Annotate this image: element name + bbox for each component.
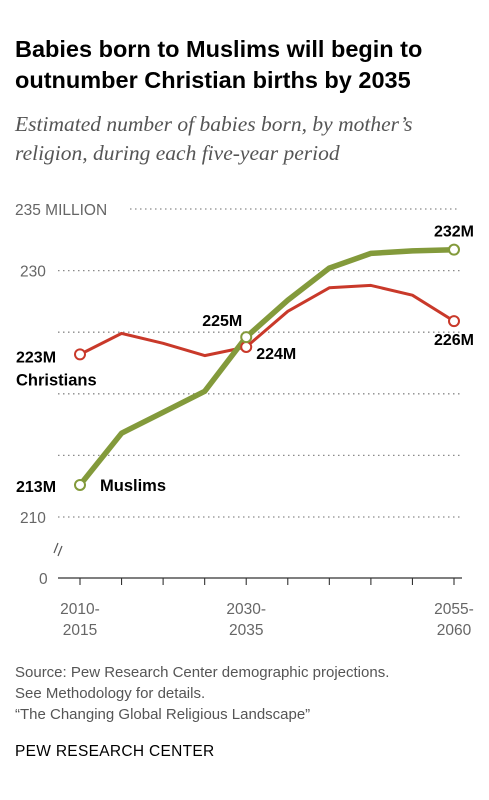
y-tick-label-235: 235 MILLION [15,202,107,219]
x-tick-label-0-1: 2015 [63,622,97,639]
x-tick-label-9-1: 2060 [437,622,472,639]
series-markers [74,243,460,491]
marker-christians-9 [448,315,460,328]
marker-muslims-9 [448,243,460,256]
axis-break-mark [53,542,63,557]
x-tick-label-0-0: 2010- [60,601,100,618]
series-name-label-muslims: Muslims [100,477,166,495]
marker-christians-4 [240,340,253,353]
marker-christians-0 [74,348,86,361]
y-tick-label-zero: 0 [39,571,48,588]
x-tick-label-4-0: 2030- [226,601,266,618]
x-tick-label-4-1: 2035 [229,622,263,639]
gridlines [58,208,462,518]
data-label-muslims-4: 225M [202,313,242,330]
brand-logo-text: PEW RESEARCH CENTER [15,743,215,760]
y-tick-label-210: 210 [20,510,46,527]
series-name-label-christians: Christians [16,371,97,389]
x-tick-label-9-0: 2055- [434,601,474,618]
data-label-christians-4: 224M [256,346,296,363]
marker-muslims-4 [240,331,253,344]
series-line-muslims [77,246,457,488]
data-label-muslims-9: 232M [434,224,474,241]
methodology-line: See Methodology for details. [15,685,206,702]
series-line-christians [78,283,456,358]
report-title-line: “The Changing Global Religious Landscape… [15,706,311,723]
data-label-christians-9: 226M [434,332,474,349]
series-lines [77,246,457,488]
chart-title: Babies born to Muslims will begin to out… [15,36,423,93]
data-labels: 223M Christians 224M 226M 213M Muslims 225M 232… [16,224,474,496]
marker-muslims-0 [74,478,86,491]
chart-subtitle: Estimated number of babies born, by moth… [15,112,413,165]
source-note: Source: Pew Research Center demographic … [15,662,485,725]
data-label-christians-0: 223M [16,349,56,366]
source-line: Source: Pew Research Center demographic … [15,664,390,681]
data-label-muslims-0: 213M [16,479,56,496]
y-tick-label-230: 230 [20,264,46,281]
axis-layer: 235 MILLION 230 210 0 2010- 2015 2030- 2035 2055… [15,202,474,639]
